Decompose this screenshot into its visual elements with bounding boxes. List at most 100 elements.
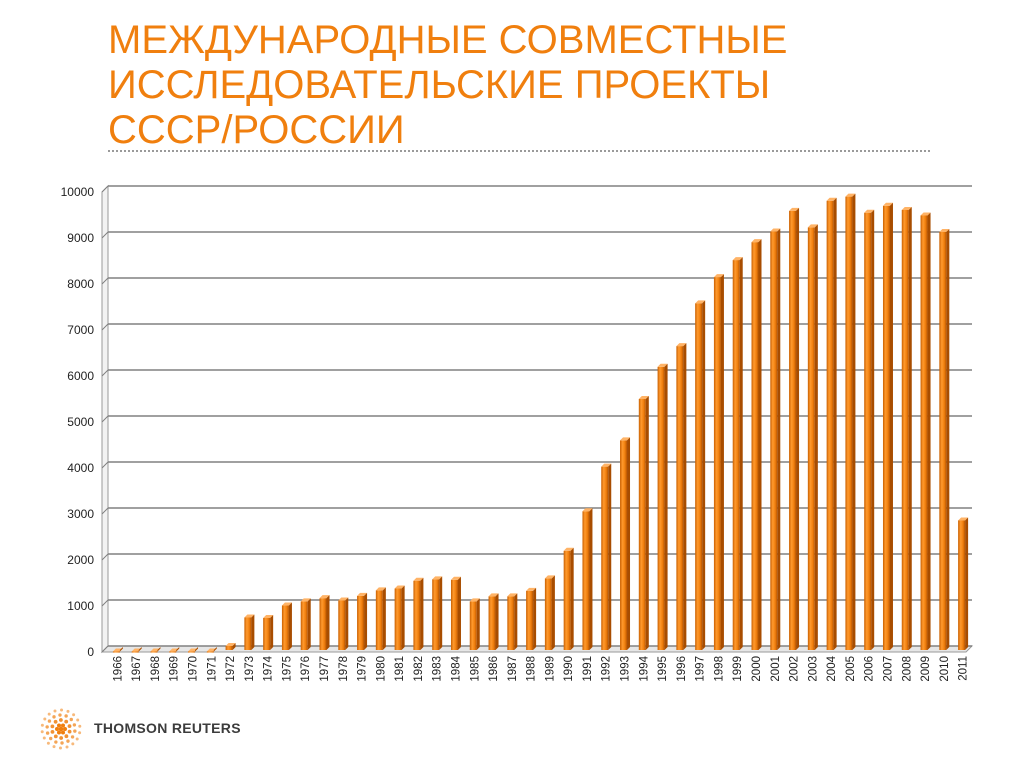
bar-front (488, 596, 496, 650)
gridline-diagonal (101, 461, 109, 469)
bar (357, 592, 368, 650)
bar (375, 587, 386, 650)
bar-front (882, 205, 890, 651)
bar-top (338, 597, 349, 601)
y-tick-label: 2000 (67, 553, 94, 567)
bar-front (244, 617, 252, 650)
bar-top (450, 576, 461, 580)
x-tick-label: 1987 (507, 656, 519, 682)
bar-top (638, 396, 649, 399)
bar-side (852, 193, 856, 650)
gridline-diagonal (101, 231, 109, 239)
bar-front (507, 596, 515, 650)
bar (807, 224, 818, 651)
bar-side (758, 239, 762, 650)
x-tick-label: 1967 (131, 656, 143, 682)
bar-top (394, 585, 405, 589)
x-tick-label: 2006 (864, 656, 876, 682)
bar (263, 614, 274, 650)
bar-top (657, 363, 668, 367)
bar (751, 239, 762, 650)
bar-side (946, 229, 950, 650)
bar-side (796, 207, 800, 651)
bar-chart: 0 1000 2000 3000 4000 5000 6000 7000 8000 9000 100… (61, 184, 974, 682)
bar-top (244, 614, 255, 618)
bar (845, 193, 856, 650)
x-tick-label: 1985 (469, 656, 481, 682)
bar (300, 598, 311, 650)
bar-front (939, 232, 947, 650)
bar-front (563, 550, 571, 650)
bar-top (676, 343, 687, 347)
x-tick-label: 2010 (939, 656, 951, 682)
bar (695, 300, 706, 650)
bar-front (338, 600, 346, 650)
x-tick-label: 1999 (732, 656, 744, 682)
gridline-diagonal (101, 599, 109, 607)
bar (112, 647, 123, 653)
bar-front (450, 579, 458, 650)
x-tick-label: 1969 (169, 656, 181, 682)
x-tick-label: 1966 (112, 656, 124, 682)
bar-top (901, 206, 912, 210)
x-tick-label: 1992 (601, 656, 613, 682)
bar-side (814, 224, 818, 651)
bar-top (225, 643, 236, 647)
bar-front (751, 242, 759, 650)
bar (338, 597, 349, 650)
bar-top (488, 593, 499, 597)
bar-front (526, 590, 534, 650)
x-tick-label: 1990 (563, 656, 575, 682)
bar (188, 647, 199, 653)
bar-side (439, 576, 443, 650)
bar-front (958, 520, 966, 650)
bar-top (432, 576, 443, 580)
bar-top (770, 228, 781, 232)
title-line-2: ИССЛЕДОВАТЕЛЬСКИЕ ПРОЕКТЫ (108, 63, 771, 107)
x-tick-label: 1978 (338, 656, 350, 682)
bar (939, 229, 950, 650)
bar-front (845, 196, 853, 650)
bar (657, 363, 668, 650)
bar-top (920, 212, 931, 216)
bar-side (927, 212, 931, 650)
bar-side (965, 517, 969, 650)
bar (432, 576, 443, 650)
bar-side (833, 197, 837, 651)
bar-side (364, 592, 368, 650)
bar-top (713, 274, 724, 278)
bar (450, 576, 461, 650)
bar-top (826, 197, 837, 201)
bar-side (288, 602, 292, 650)
bar-top (281, 602, 292, 606)
bar-front (225, 646, 233, 650)
y-tick-label: 10000 (61, 185, 95, 199)
bar (526, 587, 537, 650)
bar-top (807, 224, 818, 228)
bar-side (702, 300, 706, 650)
bar-side (420, 577, 424, 650)
bar-top (882, 202, 893, 206)
bar (920, 212, 931, 650)
x-tick-label: 1984 (450, 655, 462, 681)
bar (544, 575, 555, 650)
bar (225, 643, 236, 650)
bar-side (889, 202, 893, 651)
bar-top (864, 209, 875, 213)
x-tick-label: 1988 (526, 656, 538, 682)
bar-top (732, 257, 743, 261)
x-tick-label: 1983 (432, 656, 444, 682)
bar-front (206, 651, 214, 653)
gridline-diagonal (101, 185, 109, 193)
bar-front (150, 651, 158, 653)
bar-top (563, 547, 574, 551)
bar-side (457, 576, 461, 650)
title-line-1: МЕЖДУНАРОДНЫЕ СОВМЕСТНЫЕ (108, 18, 788, 62)
bar (713, 274, 724, 650)
bar-side (645, 396, 649, 650)
bar-top (263, 614, 274, 618)
bar-top (319, 595, 330, 599)
bar (507, 593, 518, 650)
bar-front (657, 366, 665, 650)
x-tick-label: 1977 (319, 656, 331, 682)
